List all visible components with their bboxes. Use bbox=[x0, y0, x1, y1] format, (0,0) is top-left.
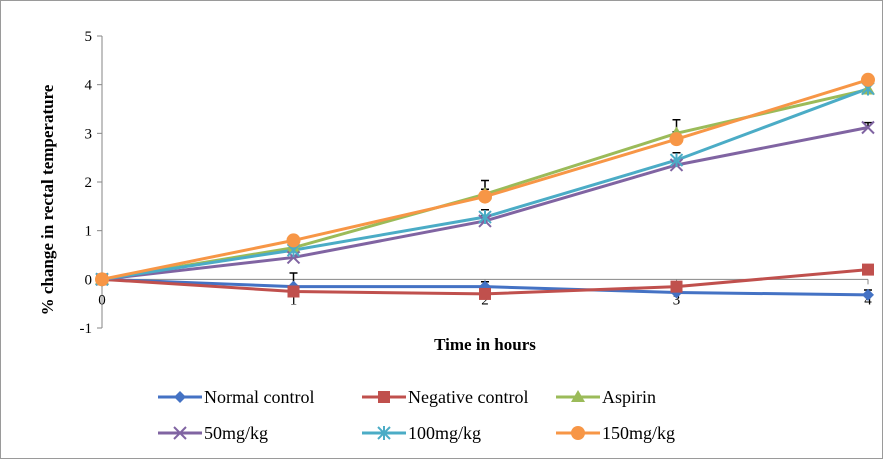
legend-label: 100mg/kg bbox=[408, 423, 481, 443]
data-point bbox=[95, 272, 109, 287]
legend-item: 150mg/kg bbox=[556, 423, 675, 443]
legend-marker bbox=[571, 390, 585, 402]
legend-item: Normal control bbox=[158, 387, 314, 407]
series-line-5 bbox=[101, 78, 869, 281]
y-tick-label: 4 bbox=[85, 78, 93, 94]
legend-marker bbox=[173, 426, 187, 440]
legend-item: Aspirin bbox=[556, 387, 656, 407]
data-point bbox=[861, 120, 875, 135]
y-tick-label: 3 bbox=[85, 126, 93, 142]
data-point bbox=[478, 210, 492, 225]
legend-marker bbox=[571, 426, 585, 440]
legend: Normal control Negative control Aspirin 50m… bbox=[158, 387, 675, 443]
y-tick-label: -1 bbox=[80, 321, 93, 337]
legend-label: 150mg/kg bbox=[602, 423, 675, 443]
data-point bbox=[861, 72, 875, 87]
x-axis-title: Time in hours bbox=[434, 335, 536, 354]
legend-marker bbox=[377, 426, 391, 440]
y-tick-label: 0 bbox=[85, 272, 93, 288]
y-axis-title: % change in rectal temperature bbox=[38, 84, 57, 315]
data-point bbox=[670, 280, 683, 293]
data-point bbox=[478, 189, 492, 204]
data-point bbox=[479, 287, 491, 300]
data-point bbox=[287, 285, 300, 298]
y-tick-label: 5 bbox=[85, 29, 93, 45]
data-point bbox=[286, 233, 301, 248]
legend-label: Aspirin bbox=[602, 387, 656, 407]
legend-item: 100mg/kg bbox=[362, 423, 481, 443]
data-point bbox=[862, 263, 874, 276]
x-tick-label: 2 bbox=[481, 292, 489, 308]
legend-marker bbox=[378, 391, 390, 403]
legend-marker bbox=[174, 391, 186, 403]
series-markers bbox=[95, 72, 875, 301]
legend-label: Negative control bbox=[408, 387, 528, 407]
x-tick-label: 0 bbox=[98, 292, 106, 308]
legend-item: Negative control bbox=[362, 387, 528, 407]
y-axis: -1 0 1 2 3 4 5 bbox=[80, 29, 103, 337]
data-point bbox=[669, 153, 684, 168]
data-point bbox=[669, 132, 684, 147]
x-tick-label: 3 bbox=[673, 292, 681, 308]
legend-label: 50mg/kg bbox=[204, 423, 268, 443]
data-point bbox=[862, 288, 874, 301]
legend-label: Normal control bbox=[204, 387, 314, 407]
y-tick-label: 1 bbox=[85, 224, 93, 240]
legend-item: 50mg/kg bbox=[158, 423, 268, 443]
x-tick-label: 1 bbox=[290, 292, 298, 308]
y-tick-label: 2 bbox=[85, 175, 93, 191]
